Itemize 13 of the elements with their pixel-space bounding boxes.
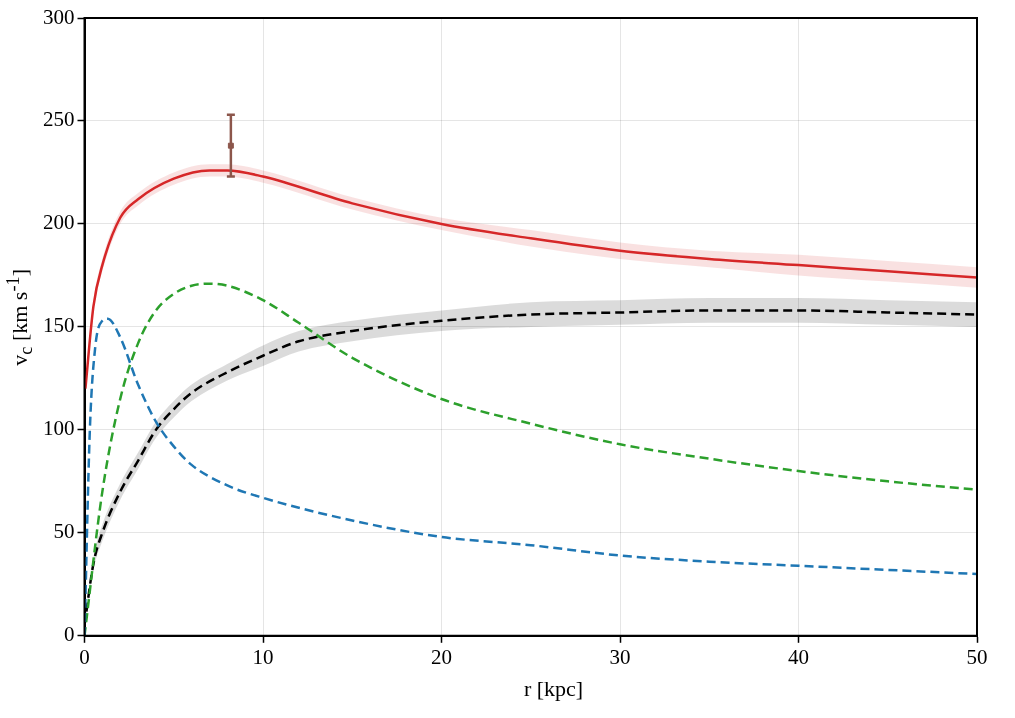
x-tick-label: 40 [788,644,809,669]
y-tick-label: 50 [53,519,75,544]
y-tick-label: 200 [43,210,75,235]
y-tick-label: 250 [43,107,75,132]
y-tick-label: 0 [64,622,75,647]
x-tick-label: 20 [431,644,452,669]
y-tick-label: 150 [43,313,75,338]
y-tick-label: 300 [43,4,75,29]
x-tick-label: 30 [609,644,631,669]
y-tick-label: 100 [43,416,75,441]
x-axis-title: r [kpc] [522,676,585,702]
x-tick-label: 10 [252,644,274,669]
x-tick-label: 50 [966,644,988,669]
